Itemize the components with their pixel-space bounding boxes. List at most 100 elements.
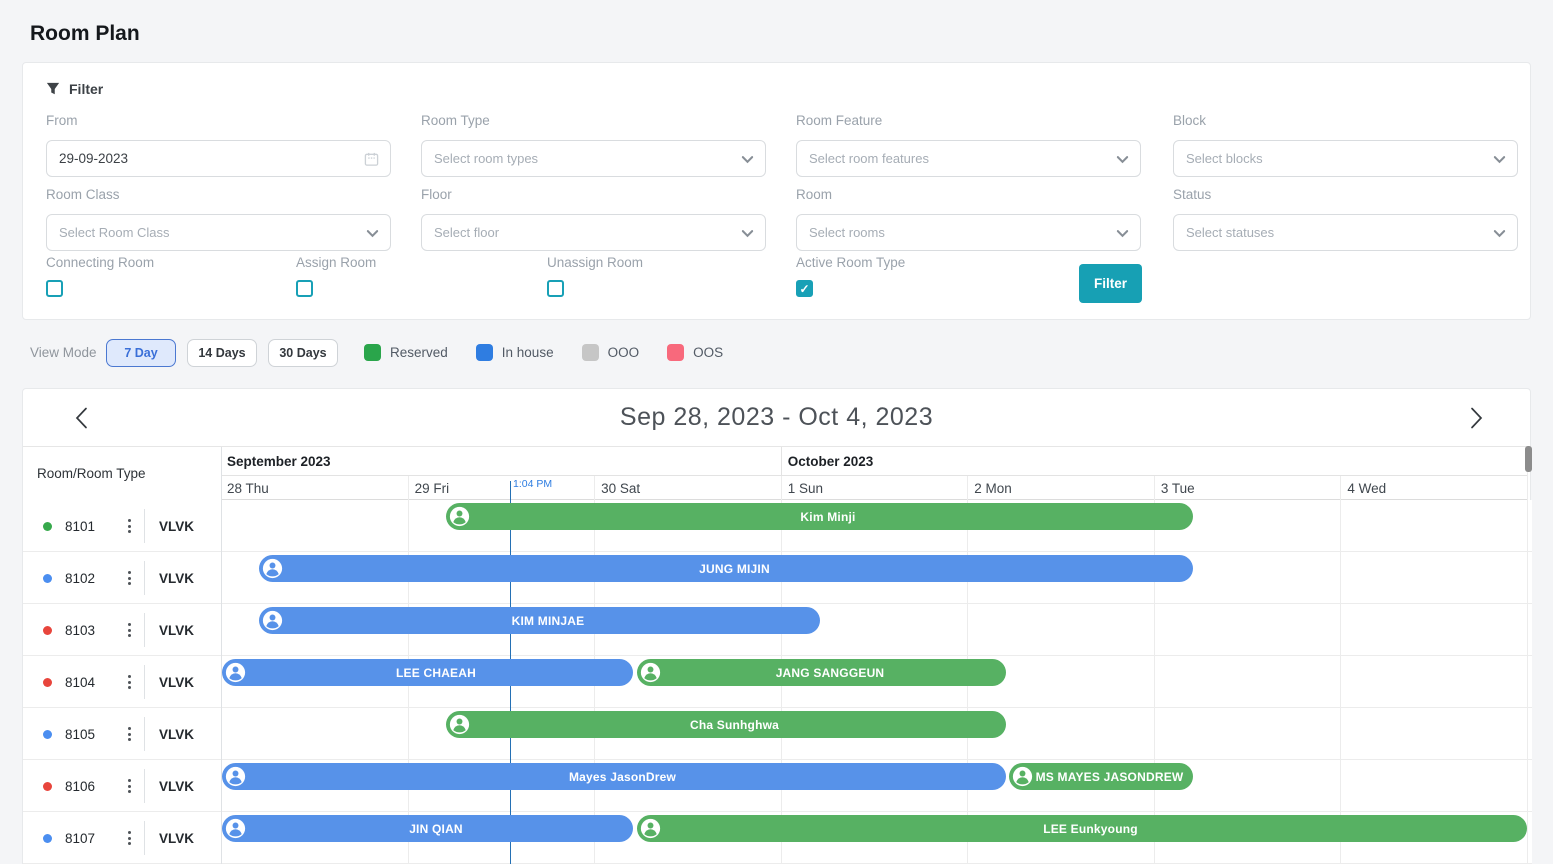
- date-range-title: Sep 28, 2023 - Oct 4, 2023: [619, 403, 934, 431]
- guest-icon: [225, 662, 246, 683]
- legend-item-ooo: OOO: [581, 344, 639, 361]
- room-number: 8104: [65, 674, 96, 690]
- room-row-8107: 8107 VLVK JIN QIAN LEE Eunkyoung: [23, 812, 1532, 864]
- chevron-down-icon: [1493, 152, 1506, 165]
- day-label: 2 Mon: [974, 480, 1012, 496]
- kebab-menu-icon[interactable]: [121, 760, 137, 812]
- chevron-down-icon: [741, 226, 754, 239]
- day-label: 29 Fri: [414, 480, 450, 496]
- checkbox-label: Connecting Room: [46, 255, 155, 270]
- reservation-bar[interactable]: Cha Sunhghwa: [446, 711, 1006, 738]
- guest-icon: [262, 558, 283, 579]
- checkbox-group-assign-room: Assign Room: [296, 255, 376, 297]
- room-label: Room: [796, 187, 833, 202]
- room-feature-select[interactable]: Select room features: [796, 140, 1141, 177]
- guest-icon: [262, 610, 283, 631]
- checkbox-unchecked[interactable]: [547, 280, 564, 297]
- reservation-bar[interactable]: LEE CHAEAH: [222, 659, 633, 686]
- chevron-down-icon: [366, 226, 379, 239]
- legend-swatch: [581, 344, 599, 361]
- room-select[interactable]: Select rooms: [796, 214, 1141, 251]
- room-column-border: [221, 447, 222, 864]
- room-status-dot: [43, 677, 52, 687]
- kebab-menu-icon[interactable]: [121, 500, 137, 552]
- chevron-down-icon: [1116, 152, 1129, 165]
- room-number: 8105: [65, 726, 96, 742]
- room-type-placeholder: Select room types: [434, 151, 539, 166]
- filter-submit-button[interactable]: Filter: [1079, 264, 1142, 303]
- grid-right-border: [1527, 447, 1528, 864]
- legend-swatch: [364, 344, 381, 361]
- guest-name: KIM MINJAE: [511, 613, 585, 628]
- kebab-menu-icon[interactable]: [121, 552, 137, 604]
- reservation-bar[interactable]: JUNG MIJIN: [259, 555, 1193, 582]
- prev-week-button[interactable]: [69, 406, 93, 430]
- timeline-grid: 8101 VLVK Kim Minji 8102 VLVK JUNG MIJIN 8103 V…: [23, 500, 1532, 864]
- guest-icon: [640, 662, 661, 683]
- room-cell-8101: 8101 VLVK: [23, 500, 221, 552]
- floor-label: Floor: [421, 187, 452, 202]
- room-cell-divider: [144, 613, 145, 647]
- next-week-button[interactable]: [1464, 406, 1488, 430]
- room-feature-placeholder: Select room features: [809, 151, 929, 166]
- room-cell-8105: 8105 VLVK: [23, 708, 221, 760]
- checkbox-label: Assign Room: [296, 255, 377, 270]
- vertical-scrollbar-thumb[interactable]: [1525, 446, 1532, 472]
- room-status-dot: [43, 833, 52, 843]
- checkbox-unchecked[interactable]: [296, 280, 313, 297]
- room-cell-8103: 8103 VLVK: [23, 604, 221, 656]
- kebab-menu-icon[interactable]: [121, 604, 137, 656]
- status-label: Status: [1173, 187, 1212, 202]
- room-cell-8102: 8102 VLVK: [23, 552, 221, 604]
- room-row-8103: 8103 VLVK KIM MINJAE: [23, 604, 1532, 656]
- month-boundary-line: [780, 447, 782, 476]
- from-date-input[interactable]: [59, 151, 319, 166]
- reservation-bar[interactable]: JIN QIAN: [222, 815, 633, 842]
- reservation-bar[interactable]: Mayes JasonDrew: [222, 763, 1006, 790]
- from-date-field[interactable]: [46, 140, 391, 177]
- view-mode-30-days[interactable]: 30 Days: [268, 339, 338, 367]
- view-mode-buttons: 7 Day 14 Days 30 Days: [106, 339, 338, 367]
- checkbox-group-active-room-type: Active Room Type ✓: [796, 255, 905, 297]
- day-label: 30 Sat: [601, 480, 641, 496]
- legend-item-reserved: Reserved: [364, 344, 448, 361]
- filter-panel: Filter From Room Type Room Feature Block…: [22, 62, 1531, 320]
- checkbox-checked[interactable]: ✓: [796, 280, 813, 297]
- day-gridline: [1340, 476, 1342, 864]
- chevron-down-icon: [1116, 226, 1129, 239]
- room-type-label: VLVK: [159, 726, 195, 742]
- checkbox-unchecked[interactable]: [46, 280, 63, 297]
- corner-header: Room/Room Type: [23, 447, 221, 500]
- from-label: From: [46, 113, 78, 128]
- reservation-bar[interactable]: JANG SANGGEUN: [637, 659, 1006, 686]
- view-mode-14-days[interactable]: 14 Days: [187, 339, 257, 367]
- funnel-icon: [46, 82, 60, 96]
- day-header-4-wed: 4 Wed: [1340, 476, 1527, 500]
- kebab-menu-icon[interactable]: [121, 656, 137, 708]
- guest-name: LEE Eunkyoung: [1043, 821, 1138, 836]
- room-number: 8101: [65, 518, 96, 534]
- reservation-bar[interactable]: LEE Eunkyoung: [637, 815, 1527, 842]
- guest-name: JANG SANGGEUN: [775, 665, 885, 680]
- floor-select[interactable]: Select floor: [421, 214, 766, 251]
- kebab-menu-icon[interactable]: [121, 708, 137, 760]
- room-status-dot: [43, 729, 52, 739]
- block-select[interactable]: Select blocks: [1173, 140, 1518, 177]
- room-number: 8102: [65, 570, 96, 586]
- kebab-menu-icon[interactable]: [121, 812, 137, 864]
- room-class-select[interactable]: Select Room Class: [46, 214, 391, 251]
- room-number: 8106: [65, 778, 96, 794]
- day-gridline: [1153, 476, 1155, 864]
- status-select[interactable]: Select statuses: [1173, 214, 1518, 251]
- room-class-placeholder: Select Room Class: [59, 225, 170, 240]
- room-type-select[interactable]: Select room types: [421, 140, 766, 177]
- reservation-bar[interactable]: MS MAYES JASONDREW: [1009, 763, 1193, 790]
- reservation-bar[interactable]: KIM MINJAE: [259, 607, 820, 634]
- room-type-label: VLVK: [159, 570, 195, 586]
- room-status-dot: [43, 521, 52, 531]
- guest-name: JIN QIAN: [409, 821, 463, 836]
- day-header-2-mon: 2 Mon: [967, 476, 1154, 500]
- view-mode-7-day[interactable]: 7 Day: [106, 339, 176, 367]
- room-cell-divider: [144, 717, 145, 751]
- reservation-bar[interactable]: Kim Minji: [446, 503, 1193, 530]
